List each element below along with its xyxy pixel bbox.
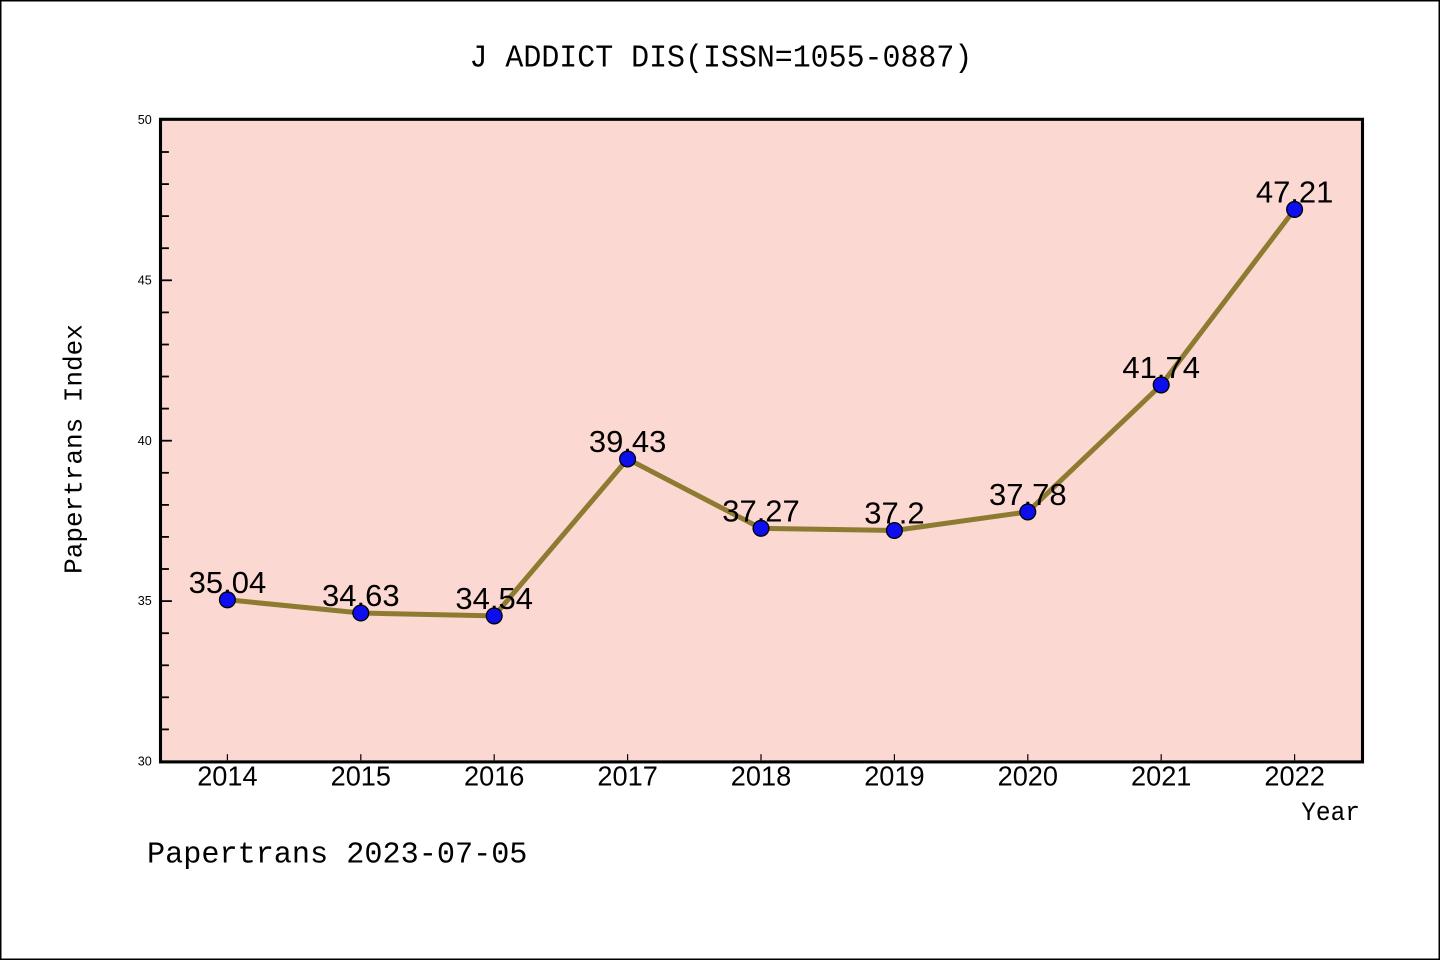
svg-text:2017: 2017 xyxy=(597,760,657,791)
svg-text:34.63: 34.63 xyxy=(322,578,400,613)
svg-text:35: 35 xyxy=(138,594,152,608)
svg-text:2014: 2014 xyxy=(197,760,257,791)
svg-text:40: 40 xyxy=(138,434,152,448)
svg-text:2016: 2016 xyxy=(464,760,524,791)
svg-text:30: 30 xyxy=(138,755,152,769)
svg-text:2019: 2019 xyxy=(864,760,924,791)
svg-text:2021: 2021 xyxy=(1131,760,1191,791)
svg-text:37.27: 37.27 xyxy=(722,494,800,529)
svg-text:37.78: 37.78 xyxy=(989,477,1067,512)
svg-text:2022: 2022 xyxy=(1264,760,1324,791)
svg-text:47.21: 47.21 xyxy=(1256,175,1334,210)
svg-text:J ADDICT DIS(ISSN=1055-0887): J ADDICT DIS(ISSN=1055-0887) xyxy=(470,41,973,77)
svg-text:41.74: 41.74 xyxy=(1122,350,1200,385)
svg-text:2018: 2018 xyxy=(731,760,791,791)
svg-text:37.2: 37.2 xyxy=(864,496,924,531)
svg-text:35.04: 35.04 xyxy=(189,565,267,600)
svg-text:2020: 2020 xyxy=(998,760,1058,791)
svg-text:45: 45 xyxy=(138,273,152,287)
svg-text:39.43: 39.43 xyxy=(589,424,667,459)
svg-text:2015: 2015 xyxy=(331,760,391,791)
svg-text:34.54: 34.54 xyxy=(455,581,533,616)
svg-text:50: 50 xyxy=(138,113,152,127)
svg-text:Papertrans Index: Papertrans Index xyxy=(60,324,90,574)
svg-text:Year: Year xyxy=(1301,798,1360,828)
svg-text:Papertrans 2023-07-05: Papertrans 2023-07-05 xyxy=(147,838,527,872)
